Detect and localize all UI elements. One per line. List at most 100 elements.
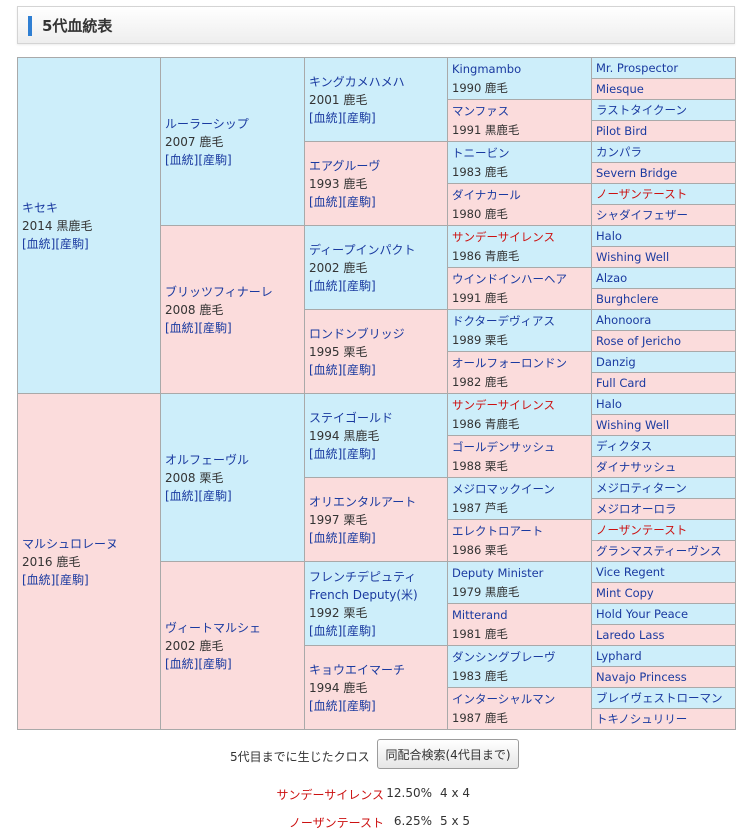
pedigree-link[interactable]: [血統] — [165, 152, 199, 167]
horse-name-link[interactable]: ダイナカール — [452, 187, 521, 202]
horse-name-link[interactable]: サンデーサイレンス — [452, 229, 556, 244]
horse-name-link[interactable]: Mitterand — [452, 607, 508, 622]
horse-name-link[interactable]: Pilot Bird — [596, 123, 648, 138]
horse-name-link[interactable]: オールフォーロンドン — [452, 355, 567, 370]
pedigree-link[interactable]: [血統] — [22, 236, 56, 251]
horse-name-link[interactable]: ドクターデヴィアス — [452, 313, 556, 328]
horse-name-link[interactable]: トキノシュリリー — [596, 711, 688, 726]
horse-name-link[interactable]: ステイゴールド — [309, 410, 394, 425]
progeny-link[interactable]: [産駒] — [342, 698, 376, 713]
horse-name-link[interactable]: Severn Bridge — [596, 165, 678, 180]
pedigree-row: Burghclere — [18, 288, 736, 310]
progeny-link[interactable]: [産駒] — [342, 446, 376, 461]
pedigree-link[interactable]: [血統] — [309, 194, 343, 209]
progeny-link[interactable]: [産駒] — [198, 320, 232, 335]
horse-name-link[interactable]: キセキ — [22, 200, 59, 215]
horse-cell-gen1: マルシュロレーヌ 2016 鹿毛 [血統][産駒] — [17, 393, 161, 730]
progeny-link[interactable]: [産駒] — [55, 236, 89, 251]
pedigree-link[interactable]: [血統] — [309, 623, 343, 638]
horse-name-link[interactable]: Wishing Well — [596, 249, 670, 264]
horse-name-link[interactable]: キョウエイマーチ — [309, 662, 406, 677]
progeny-link[interactable]: [産駒] — [198, 656, 232, 671]
horse-name-link[interactable]: ノーザンテースト — [596, 186, 688, 201]
horse-name-link[interactable]: ディクタス — [596, 438, 653, 453]
horse-name-link[interactable]: サンデーサイレンス — [452, 397, 556, 412]
horse-name-link[interactable]: ロンドンブリッジ — [309, 326, 405, 341]
horse-name-link[interactable]: ノーザンテースト — [596, 522, 688, 537]
horse-name-link[interactable]: ブリッツフィナーレ — [165, 284, 273, 299]
horse-name-link[interactable]: メジロオーロラ — [596, 501, 677, 516]
pedigree-link[interactable]: [血統] — [309, 446, 343, 461]
horse-cell-gen5: Wishing Well — [591, 414, 736, 436]
horse-name-link[interactable]: エレクトロアート — [452, 523, 544, 538]
horse-name-link[interactable]: Danzig — [596, 354, 636, 369]
horse-name-link[interactable]: オリエンタルアート — [309, 494, 417, 509]
horse-name-link[interactable]: グランマスティーヴンス — [596, 543, 722, 558]
horse-name-link[interactable]: Lyphard — [596, 648, 642, 663]
horse-name-link[interactable]: Vice Regent — [596, 564, 665, 579]
progeny-link[interactable]: [産駒] — [342, 623, 376, 638]
horse-name-link[interactable]: エアグルーヴ — [309, 158, 381, 173]
progeny-link[interactable]: [産駒] — [342, 362, 376, 377]
horse-name-link[interactable]: Mint Copy — [596, 585, 654, 600]
pedigree-link[interactable]: [血統] — [165, 656, 199, 671]
pedigree-link[interactable]: [血統] — [309, 698, 343, 713]
horse-name-link[interactable]: マルシュロレーヌ — [22, 536, 119, 551]
horse-name-link[interactable]: ダイナサッシュ — [596, 459, 677, 474]
horse-name-link[interactable]: キングカメハメハ — [309, 74, 405, 89]
horse-name-link[interactable]: マンファス — [452, 103, 510, 118]
horse-name-link[interactable]: ウインドインハーヘア — [452, 271, 567, 286]
horse-name-link[interactable]: Burghclere — [596, 291, 659, 306]
horse-name-link[interactable]: ラストタイクーン — [596, 102, 687, 117]
horse-name-link[interactable]: Alzao — [596, 270, 628, 285]
horse-name-link[interactable]: ダンシングブレーヴ — [452, 649, 556, 664]
pedigree-link[interactable]: [血統] — [309, 110, 343, 125]
pedigree-link[interactable]: [血統] — [165, 488, 199, 503]
pedigree-link[interactable]: [血統] — [309, 278, 343, 293]
horse-name-link[interactable]: Laredo Lass — [596, 627, 665, 642]
horse-name-link[interactable]: Navajo Princess — [596, 669, 687, 684]
horse-name-link[interactable]: メジロマックイーン — [452, 481, 555, 496]
horse-name-link[interactable]: Halo — [596, 228, 622, 243]
pedigree-link[interactable]: [血統] — [22, 572, 56, 587]
pedigree-row: マルシュロレーヌ 2016 鹿毛 [血統][産駒] オルフェーヴル 2008 栗毛 [血統… — [17, 393, 736, 730]
horse-alt-name-link[interactable]: French Deputy(米) — [309, 587, 418, 602]
horse-year-color: 2002 鹿毛 — [309, 260, 368, 275]
progeny-link[interactable]: [産駒] — [342, 110, 376, 125]
progeny-link[interactable]: [産駒] — [198, 152, 232, 167]
horse-name-link[interactable]: フレンチデピュティ — [309, 569, 417, 584]
progeny-link[interactable]: [産駒] — [198, 488, 232, 503]
horse-name-link[interactable]: Kingmambo — [452, 61, 522, 76]
pedigree-link[interactable]: [血統] — [309, 362, 343, 377]
horse-name-link[interactable]: Wishing Well — [596, 417, 670, 432]
horse-name-link[interactable]: トニービン — [452, 145, 510, 160]
horse-name-link[interactable]: シャダイフェザー — [596, 207, 688, 222]
horse-name-link[interactable]: ディープインパクト — [309, 242, 416, 257]
horse-name-link[interactable]: Full Card — [596, 375, 647, 390]
progeny-link[interactable]: [産駒] — [342, 278, 376, 293]
horse-name-link[interactable]: メジロティターン — [596, 480, 687, 495]
horse-name-link[interactable]: オルフェーヴル — [165, 452, 250, 467]
cross-horse-link[interactable]: ノーザンテースト — [288, 816, 384, 830]
pedigree-link[interactable]: [血統] — [165, 320, 199, 335]
horse-name-link[interactable]: Mr. Prospector — [596, 60, 679, 75]
horse-name-link[interactable]: Rose of Jericho — [596, 333, 682, 348]
horse-name-link[interactable]: ブレイヴェストローマン — [596, 690, 723, 705]
horse-name-link[interactable]: Miesque — [596, 81, 644, 96]
horse-name-link[interactable]: Deputy Minister — [452, 565, 544, 580]
horse-name-link[interactable]: ゴールデンサッシュ — [452, 439, 556, 454]
horse-name-link[interactable]: ヴィートマルシェ — [165, 620, 262, 635]
progeny-link[interactable]: [産駒] — [342, 530, 376, 545]
progeny-link[interactable]: [産駒] — [55, 572, 89, 587]
cross-horse-link[interactable]: サンデーサイレンス — [276, 788, 384, 802]
same-mating-search-button[interactable]: 同配合検索(4代目まで) — [377, 739, 519, 769]
horse-name-link[interactable]: ルーラーシップ — [165, 116, 249, 131]
horse-name-link[interactable]: Hold Your Peace — [596, 606, 689, 621]
horse-name-link[interactable]: Halo — [596, 396, 622, 411]
horse-name-link[interactable]: インターシャルマン — [452, 691, 556, 706]
progeny-link[interactable]: [産駒] — [342, 194, 376, 209]
pedigree-link[interactable]: [血統] — [309, 530, 343, 545]
horse-name-link[interactable]: Ahonoora — [596, 312, 652, 327]
horse-name-link[interactable]: カンパラ — [596, 144, 642, 159]
horse-cell-gen2: ヴィートマルシェ 2002 鹿毛 [血統][産駒] — [160, 561, 305, 730]
